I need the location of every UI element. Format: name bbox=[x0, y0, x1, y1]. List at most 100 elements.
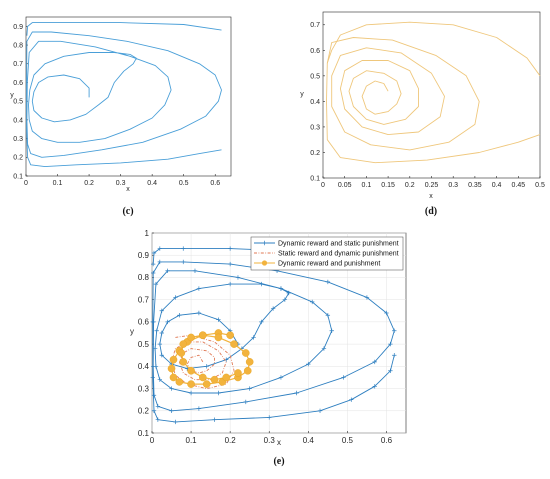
series-point bbox=[234, 369, 242, 377]
series-point bbox=[384, 310, 389, 316]
caption-d: (d) bbox=[425, 206, 437, 217]
plot-frame-d bbox=[322, 11, 541, 179]
series-point bbox=[216, 317, 221, 322]
x-tick-label: 0.35 bbox=[468, 182, 482, 189]
series-point bbox=[196, 286, 202, 291]
y-tick-label: 0.3 bbox=[310, 124, 320, 131]
series-point bbox=[150, 364, 156, 369]
series-point bbox=[310, 299, 315, 305]
series-point bbox=[167, 364, 176, 373]
series-point bbox=[214, 333, 223, 342]
x-tick-label: 0 bbox=[150, 436, 155, 445]
x-tick-label: 0.6 bbox=[210, 180, 220, 187]
series-point bbox=[150, 319, 155, 325]
series-point bbox=[192, 268, 198, 273]
series-point bbox=[165, 268, 170, 273]
series-point bbox=[270, 306, 276, 311]
series-point bbox=[179, 340, 188, 348]
y-tick-label: 0.4 bbox=[138, 362, 150, 371]
series-point bbox=[321, 346, 327, 351]
series-point bbox=[198, 331, 207, 340]
series-point bbox=[154, 328, 159, 333]
series-point bbox=[325, 279, 331, 285]
y-tick-label: 0.1 bbox=[13, 173, 23, 180]
x-tick-label: 0 bbox=[321, 182, 325, 189]
y-tick-label: 0.7 bbox=[138, 295, 150, 304]
series-point bbox=[294, 390, 299, 396]
x-tick-label: 0.4 bbox=[303, 436, 315, 445]
series-line-e-0 bbox=[152, 261, 395, 423]
x-tick-label: 0.15 bbox=[381, 182, 395, 189]
series-line-c-0 bbox=[26, 31, 222, 168]
series-point bbox=[306, 361, 311, 367]
y-tick-label: 0.9 bbox=[138, 251, 150, 260]
legend-marker bbox=[262, 240, 267, 246]
x-tick-label: 0.3 bbox=[448, 182, 458, 189]
x-tick-label: 0.2 bbox=[405, 182, 415, 189]
series-point bbox=[159, 353, 164, 358]
y-tick-label: 0.4 bbox=[310, 99, 320, 106]
series-point bbox=[151, 408, 157, 413]
x-axis-label-e: x bbox=[277, 438, 281, 447]
y-tick-label: 0.2 bbox=[138, 407, 150, 416]
series-point bbox=[267, 415, 272, 420]
series-point bbox=[278, 375, 284, 380]
series-point bbox=[169, 408, 174, 413]
series-point bbox=[317, 408, 323, 413]
series-point bbox=[157, 259, 163, 265]
series-point bbox=[173, 419, 178, 425]
series-point bbox=[392, 328, 397, 333]
y-tick-label: 0.3 bbox=[13, 136, 23, 143]
legend-label-1: Dynamic reward and static punishment bbox=[278, 241, 399, 248]
legend-marker bbox=[261, 260, 268, 266]
panel-d: 0 0.05 0.1 0.15 0.2 0.25 0.3 0.35 0.4 0.45 0.5 0.1 0… bbox=[300, 11, 545, 217]
series-point bbox=[329, 328, 334, 333]
y-tick-label: 0.3 bbox=[138, 384, 150, 393]
x-tick-label: 0.3 bbox=[264, 436, 276, 445]
series-point bbox=[177, 349, 186, 357]
y-tick-label: 0.5 bbox=[310, 73, 320, 80]
y-tick-label: 0.6 bbox=[310, 48, 320, 55]
series-point bbox=[259, 281, 264, 287]
series-point bbox=[243, 399, 248, 405]
series-point bbox=[152, 346, 158, 351]
x-tick-label: 0.25 bbox=[425, 182, 439, 189]
y-axis-label-c: y bbox=[10, 92, 14, 99]
series-point bbox=[372, 384, 377, 389]
series-point bbox=[241, 349, 250, 357]
series-point bbox=[251, 335, 256, 340]
y-tick-label: 0.1 bbox=[138, 429, 150, 438]
series-point bbox=[235, 275, 241, 280]
series-point bbox=[169, 373, 178, 382]
series-point bbox=[181, 246, 186, 251]
series-point bbox=[286, 290, 291, 296]
series-point bbox=[159, 330, 164, 336]
y-tick-label: 1 bbox=[145, 229, 150, 238]
y-tick-label: 0.6 bbox=[13, 80, 23, 87]
series-point bbox=[173, 295, 178, 300]
x-tick-label: 0.45 bbox=[511, 182, 525, 189]
series-point bbox=[392, 353, 397, 358]
series-point bbox=[364, 295, 370, 300]
series-point bbox=[349, 397, 354, 402]
series-point bbox=[151, 393, 157, 398]
series-point bbox=[157, 246, 163, 251]
x-tick-label: 0.2 bbox=[84, 180, 94, 187]
series-point bbox=[153, 281, 159, 287]
x-axis-label-d: x bbox=[429, 193, 433, 200]
y-tick-label: 0.2 bbox=[13, 155, 23, 162]
series-point bbox=[157, 341, 163, 347]
series-point bbox=[150, 261, 156, 267]
series-point bbox=[196, 310, 202, 316]
series-point bbox=[169, 386, 174, 391]
series-point bbox=[187, 333, 195, 342]
series-point bbox=[198, 373, 207, 382]
series-point bbox=[227, 281, 233, 287]
series-point bbox=[222, 373, 231, 382]
series-point bbox=[388, 368, 393, 373]
series-point bbox=[181, 259, 186, 265]
series-point bbox=[247, 386, 252, 391]
series-point bbox=[157, 377, 163, 382]
x-tick-label: 0.5 bbox=[342, 436, 354, 445]
